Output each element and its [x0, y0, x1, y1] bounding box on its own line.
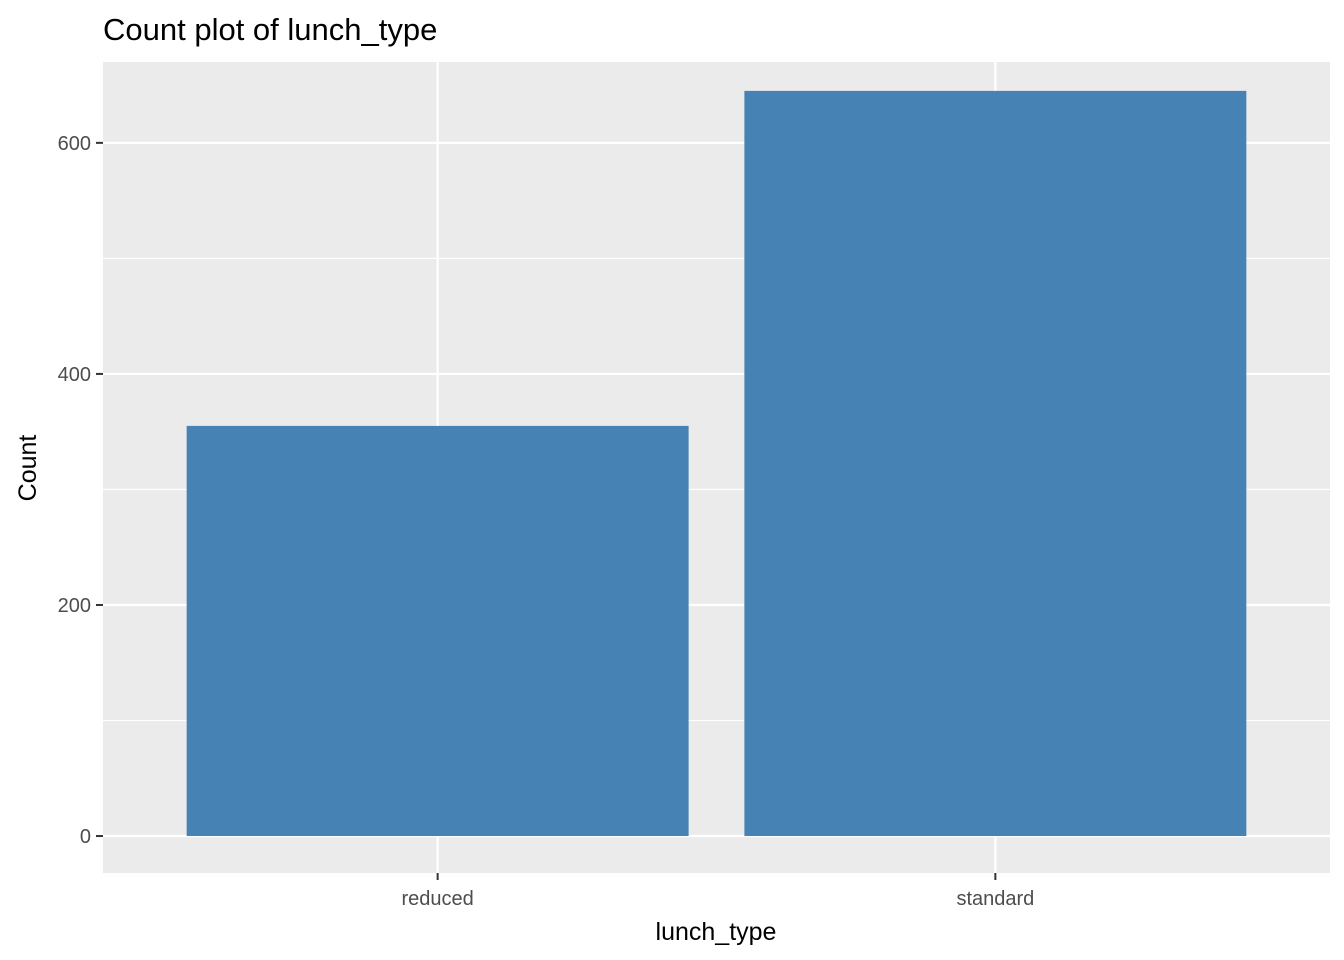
y-tick-label: 200 — [58, 595, 91, 617]
x-axis: reduced standard — [401, 873, 1034, 910]
chart-title: Count plot of lunch_type — [103, 12, 437, 47]
bar-standard — [744, 90, 1247, 837]
x-tick-label: reduced — [401, 888, 473, 910]
y-axis: 0 200 400 600 — [58, 133, 103, 848]
x-axis-title: lunch_type — [656, 918, 777, 946]
y-tick-label: 600 — [58, 133, 91, 155]
y-axis-title: Count — [14, 435, 42, 502]
bar-reduced — [186, 425, 689, 837]
y-tick-label: 400 — [58, 364, 91, 386]
bars — [186, 90, 1247, 837]
x-tick-label: standard — [956, 888, 1034, 910]
y-tick-label: 0 — [80, 826, 91, 848]
